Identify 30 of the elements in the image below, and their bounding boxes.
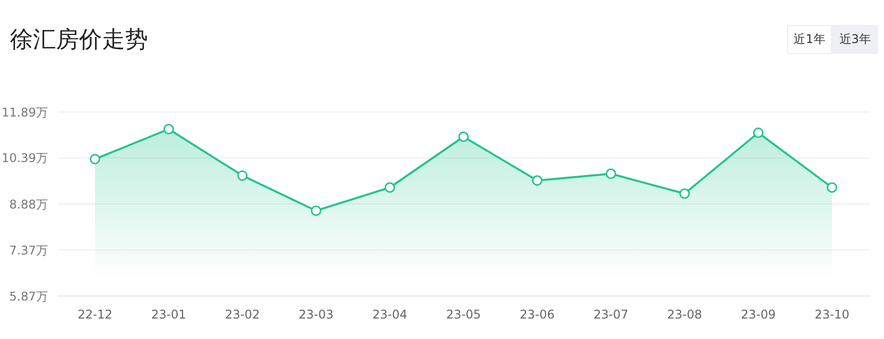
point — [163, 124, 174, 134]
range-button: 近1年 — [786, 25, 832, 54]
y-tick-label: 5.87万 — [9, 289, 48, 304]
point — [532, 175, 542, 186]
point — [384, 182, 396, 193]
point — [310, 205, 322, 216]
x-tick-label: 23-04 — [372, 308, 408, 322]
x-tick-label: 23-05 — [446, 308, 481, 322]
point — [606, 168, 616, 179]
y-tick-label: 7.37万 — [9, 243, 48, 258]
point — [237, 170, 248, 181]
y-tick-label: 11.89万 — [2, 105, 48, 120]
point — [826, 182, 838, 193]
y-tick-label: 10.39万 — [2, 151, 48, 166]
x-tick-label: 23-08 — [667, 308, 702, 322]
x-tick-label: 23-07 — [593, 308, 628, 322]
point — [679, 188, 690, 199]
y-tick-label: 8.88万 — [9, 197, 48, 212]
x-tick-label: 23-02 — [224, 308, 260, 322]
x-tick-label: 23-03 — [298, 308, 334, 322]
range-button: 近3年 — [832, 25, 878, 54]
x-tick-label: 23-06 — [520, 308, 555, 322]
point — [90, 154, 100, 164]
chart-title: 徐汇房价走势 — [10, 26, 148, 55]
x-tick-label: 22-12 — [78, 308, 112, 322]
x-tick-label: 23-09 — [740, 308, 776, 322]
point — [458, 132, 469, 142]
point — [753, 128, 764, 138]
x-tick-label: 23-10 — [814, 308, 850, 322]
x-tick-label: 23-01 — [151, 308, 186, 322]
